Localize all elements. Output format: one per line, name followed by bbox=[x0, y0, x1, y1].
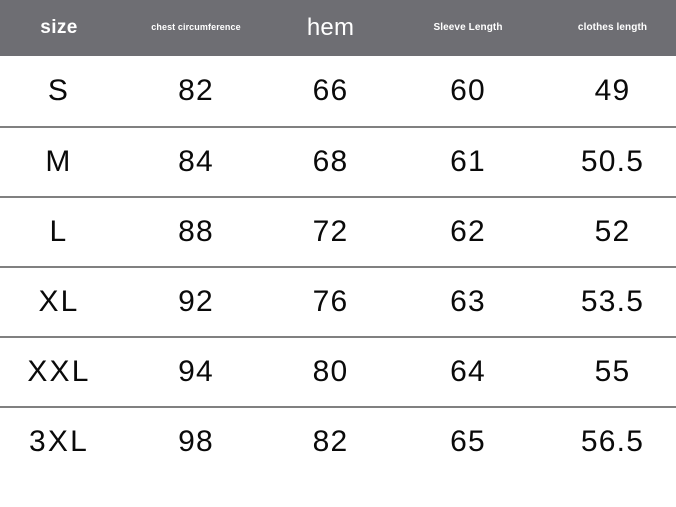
cell-sleeve: 62 bbox=[450, 215, 486, 248]
cell-chest: 98 bbox=[178, 425, 214, 458]
cell-clothes: 50.5 bbox=[580, 145, 645, 178]
column-header-sleeve-length: Sleeve Length bbox=[387, 0, 549, 56]
cell-clothes: 52 bbox=[594, 215, 631, 248]
table-header-row: size chest circumference hem Sleeve Leng… bbox=[0, 0, 676, 56]
column-header-chest-circumference-label: chest circumference bbox=[151, 22, 241, 33]
column-header-hem: hem bbox=[274, 0, 387, 56]
cell-sleeve: 64 bbox=[450, 355, 486, 388]
column-header-chest-circumference: chest circumference bbox=[118, 0, 274, 56]
cell-hem: 72 bbox=[312, 215, 349, 248]
cell-sleeve: 63 bbox=[450, 285, 486, 318]
column-header-sleeve-length-label: Sleeve Length bbox=[433, 21, 503, 33]
cell-clothes: 53.5 bbox=[580, 285, 645, 318]
cell-sleeve: 65 bbox=[450, 425, 486, 458]
table-row: XL 92 76 63 53.5 bbox=[0, 266, 676, 336]
cell-clothes: 49 bbox=[594, 74, 631, 107]
column-header-clothes-length: clothes length bbox=[549, 0, 676, 56]
table-row: M 84 68 61 50.5 bbox=[0, 126, 676, 196]
column-header-size: size bbox=[0, 0, 118, 56]
cell-size: L bbox=[49, 215, 69, 248]
cell-hem: 66 bbox=[312, 74, 349, 107]
cell-size: XL bbox=[38, 285, 80, 318]
cell-sleeve: 60 bbox=[450, 74, 486, 107]
cell-hem: 82 bbox=[312, 425, 349, 458]
table-body: S 82 66 60 49 M 84 68 61 50.5 L 88 72 62… bbox=[0, 56, 676, 476]
cell-size: M bbox=[45, 145, 73, 178]
cell-chest: 92 bbox=[178, 285, 214, 318]
column-header-clothes-length-label: clothes length bbox=[577, 21, 648, 33]
cell-hem: 68 bbox=[312, 145, 349, 178]
cell-chest: 84 bbox=[178, 145, 214, 178]
cell-size: S bbox=[47, 74, 71, 107]
table-row: 3XL 98 82 65 56.5 bbox=[0, 406, 676, 476]
cell-clothes: 55 bbox=[594, 355, 631, 388]
table-row: S 82 66 60 49 bbox=[0, 56, 676, 126]
cell-sleeve: 61 bbox=[450, 145, 486, 178]
cell-chest: 94 bbox=[178, 355, 214, 388]
column-header-hem-label: hem bbox=[306, 14, 355, 42]
cell-hem: 80 bbox=[312, 355, 349, 388]
table-row: XXL 94 80 64 55 bbox=[0, 336, 676, 406]
cell-size: 3XL bbox=[29, 425, 89, 458]
cell-hem: 76 bbox=[312, 285, 349, 318]
cell-chest: 88 bbox=[178, 215, 214, 248]
cell-size: XXL bbox=[27, 355, 91, 388]
table-row: L 88 72 62 52 bbox=[0, 196, 676, 266]
cell-clothes: 56.5 bbox=[580, 425, 645, 458]
cell-chest: 82 bbox=[178, 74, 214, 107]
column-header-size-label: size bbox=[40, 17, 78, 39]
